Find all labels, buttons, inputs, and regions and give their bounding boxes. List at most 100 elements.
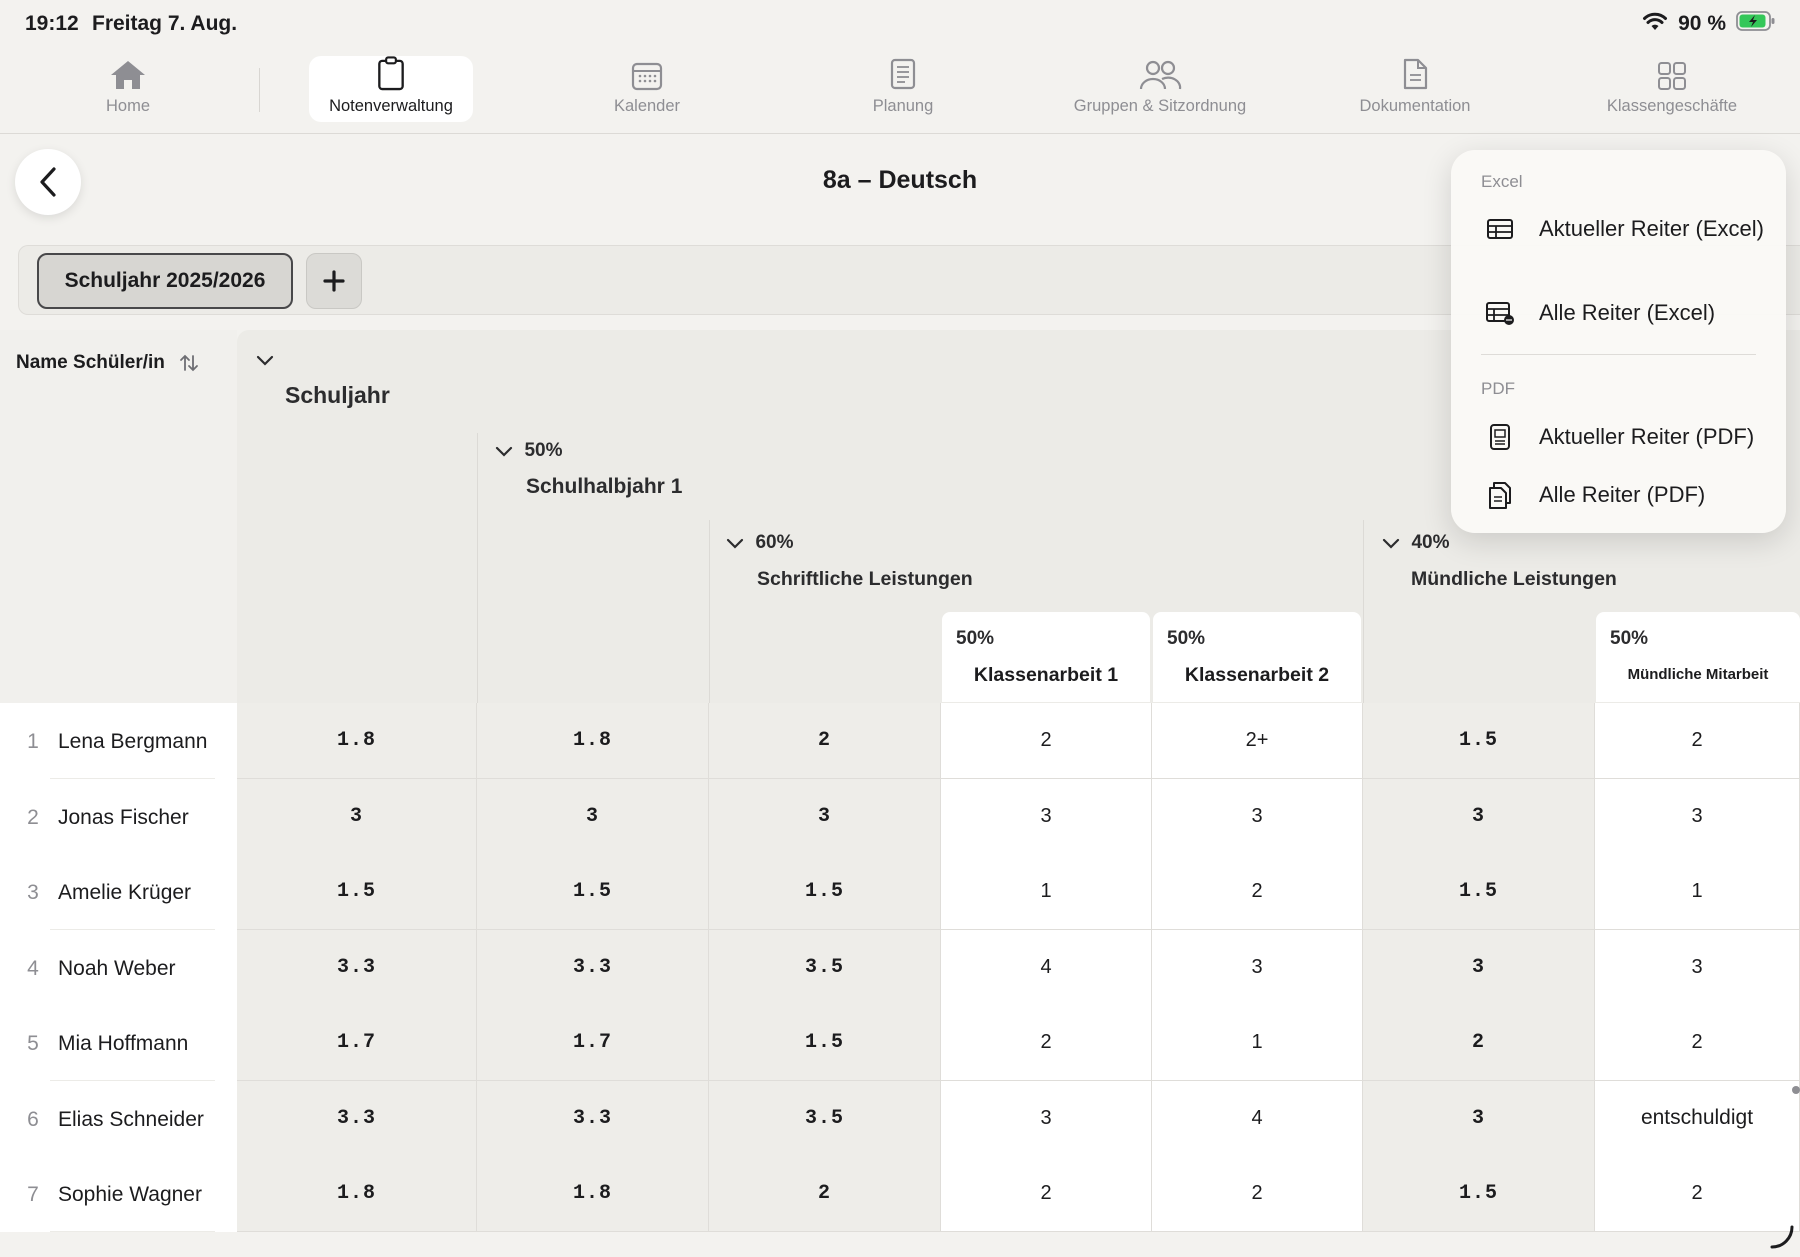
- column-divider: [477, 433, 478, 703]
- grade-cell-muendliche-mitarbeit[interactable]: 1: [1595, 854, 1800, 930]
- notes-icon: [890, 58, 916, 90]
- grid-icon: [1658, 62, 1686, 90]
- clipboard-icon: [378, 56, 404, 91]
- student-name-cell[interactable]: 2 Jonas Fischer: [0, 778, 237, 855]
- grade-cell-schuljahr: 1.5: [237, 854, 477, 930]
- menu-item-all-excel[interactable]: Alle Reiter (Excel): [1485, 300, 1770, 326]
- tab-label: Home: [105, 97, 150, 115]
- name-header-label: Name Schüler/in: [16, 352, 165, 373]
- grade-cell-schriftlich: 2: [709, 703, 941, 779]
- tab-kalender[interactable]: Kalender: [594, 56, 700, 122]
- grade-cell-muendlich: 1.5: [1363, 854, 1595, 930]
- row-separator: [50, 1231, 215, 1232]
- grade-cell-schuljahr: 3.3: [237, 929, 477, 1006]
- schuljahr-title: Schuljahr: [285, 382, 390, 408]
- menu-item-all-pdf[interactable]: Alle Reiter (PDF): [1485, 480, 1770, 510]
- grade-cell-klassenarbeit-2[interactable]: 2: [1152, 854, 1363, 930]
- status-date: Freitag 7. Aug.: [92, 12, 238, 35]
- grade-cell-schriftlich: 1.5: [709, 854, 941, 930]
- tab-klassengeschaefte[interactable]: Klassengeschäfte: [1592, 56, 1752, 122]
- grade-cell-muendlich: 3: [1363, 778, 1595, 855]
- grade-cell-muendliche-mitarbeit[interactable]: entschuldigt: [1595, 1080, 1800, 1157]
- schriftlich-title: Schriftliche Leistungen: [757, 568, 973, 590]
- table-stack-icon: [1485, 301, 1515, 325]
- grade-cell-muendlich: 3: [1363, 1080, 1595, 1157]
- back-button[interactable]: [15, 149, 81, 215]
- tab-label: Notenverwaltung: [329, 97, 453, 115]
- resize-handle-icon[interactable]: [1770, 1225, 1794, 1249]
- column-header-klassenarbeit-1[interactable]: 50% Klassenarbeit 1: [942, 612, 1150, 702]
- grade-cell-muendliche-mitarbeit[interactable]: 2: [1595, 1005, 1800, 1081]
- name-column-header[interactable]: Name Schüler/in: [0, 330, 237, 703]
- column-header-klassenarbeit-2[interactable]: 50% Klassenarbeit 2: [1153, 612, 1361, 702]
- schriftlich-header[interactable]: 60%: [725, 532, 793, 554]
- sheet-tab-schuljahr[interactable]: Schuljahr 2025/2026: [37, 253, 293, 309]
- schriftlich-weight: 60%: [755, 532, 794, 553]
- grade-cell-klassenarbeit-2[interactable]: 4: [1152, 1080, 1363, 1157]
- grade-cell-klassenarbeit-1[interactable]: 1: [941, 854, 1152, 930]
- grade-cell-klassenarbeit-2[interactable]: 3: [1152, 929, 1363, 1006]
- table-row: 7 Sophie Wagner 1.8 1.8 2 2 2 1.5 2: [0, 1156, 1800, 1232]
- student-name-cell[interactable]: 6 Elias Schneider: [0, 1080, 237, 1157]
- add-sheet-button[interactable]: [306, 253, 362, 309]
- column-divider: [709, 520, 710, 703]
- tab-dokumentation[interactable]: Dokumentation: [1345, 56, 1485, 122]
- tab-notenverwaltung[interactable]: Notenverwaltung: [309, 56, 473, 122]
- student-name: Elias Schneider: [58, 1107, 204, 1131]
- student-name-cell[interactable]: 1 Lena Bergmann: [0, 703, 237, 779]
- tab-divider: [259, 68, 260, 112]
- student-name: Noah Weber: [58, 956, 176, 980]
- grade-cell-klassenarbeit-1[interactable]: 2: [941, 703, 1152, 779]
- grade-cell-klassenarbeit-1[interactable]: 2: [941, 1156, 1152, 1232]
- status-right: 90 %: [1642, 10, 1776, 38]
- tab-gruppen[interactable]: Gruppen & Sitzordnung: [1055, 56, 1265, 122]
- sort-icon[interactable]: [179, 353, 199, 373]
- student-name-cell[interactable]: 7 Sophie Wagner: [0, 1156, 237, 1232]
- student-name-cell[interactable]: 3 Amelie Krüger: [0, 854, 237, 930]
- wifi-icon: [1642, 11, 1668, 37]
- battery-percent: 90 %: [1678, 12, 1726, 35]
- grade-cell-schriftlich: 2: [709, 1156, 941, 1232]
- grade-cell-schuljahr: 3: [237, 778, 477, 855]
- grade-cell-schuljahr: 1.7: [237, 1005, 477, 1081]
- grade-cell-klassenarbeit-2[interactable]: 2: [1152, 1156, 1363, 1232]
- grade-cell-klassenarbeit-2[interactable]: 1: [1152, 1005, 1363, 1081]
- grade-cell-schriftlich: 3.5: [709, 1080, 941, 1157]
- grade-cell-halbjahr-1: 3: [477, 778, 709, 855]
- grade-cell-klassenarbeit-2[interactable]: 3: [1152, 778, 1363, 855]
- grade-cell-schriftlich: 3.5: [709, 929, 941, 1006]
- menu-item-current-excel[interactable]: Aktueller Reiter (Excel): [1485, 216, 1770, 242]
- grade-cell-klassenarbeit-1[interactable]: 3: [941, 1080, 1152, 1157]
- table-icon: [1485, 218, 1515, 240]
- grade-cell-muendliche-mitarbeit[interactable]: 2: [1595, 703, 1800, 779]
- plus-icon: [323, 270, 345, 292]
- column-divider: [1363, 520, 1364, 703]
- student-name-cell[interactable]: 5 Mia Hoffmann: [0, 1005, 237, 1081]
- grade-cell-muendliche-mitarbeit[interactable]: 2: [1595, 1156, 1800, 1232]
- grade-cell-klassenarbeit-1[interactable]: 2: [941, 1005, 1152, 1081]
- column-header-muendliche-mitarbeit[interactable]: 50% Mündliche Mitarbeit: [1596, 612, 1800, 702]
- muendlich-header[interactable]: 40%: [1381, 532, 1449, 554]
- grade-cell-klassenarbeit-1[interactable]: 3: [941, 778, 1152, 855]
- tab-home[interactable]: Home: [78, 56, 178, 122]
- pdf-document-icon: [1485, 423, 1515, 451]
- grade-cell-muendliche-mitarbeit[interactable]: 3: [1595, 929, 1800, 1006]
- grade-cell-muendlich: 3: [1363, 929, 1595, 1006]
- grade-cell-muendliche-mitarbeit[interactable]: 3: [1595, 778, 1800, 855]
- menu-item-label: Aktueller Reiter (Excel): [1539, 216, 1764, 241]
- halbjahr-header[interactable]: 50%: [494, 440, 562, 462]
- grade-cell-klassenarbeit-1[interactable]: 4: [941, 929, 1152, 1006]
- menu-item-current-pdf[interactable]: Aktueller Reiter (PDF): [1485, 423, 1770, 451]
- grade-cell-muendlich: 2: [1363, 1005, 1595, 1081]
- tab-bar: Home Notenverwaltung Kalender Planung Gr…: [0, 50, 1800, 134]
- tab-planung[interactable]: Planung: [853, 56, 953, 122]
- chevron-down-icon: [726, 538, 744, 549]
- grade-cell-halbjahr-1: 1.8: [477, 1156, 709, 1232]
- muendlich-title: Mündliche Leistungen: [1411, 568, 1617, 590]
- grade-cell-klassenarbeit-2[interactable]: 2+: [1152, 703, 1363, 779]
- grade-cell-schuljahr: 1.8: [237, 1156, 477, 1232]
- schuljahr-collapse-button[interactable]: [255, 352, 275, 370]
- grade-cell-halbjahr-1: 1.5: [477, 854, 709, 930]
- chevron-down-icon: [256, 355, 274, 366]
- student-name-cell[interactable]: 4 Noah Weber: [0, 929, 237, 1006]
